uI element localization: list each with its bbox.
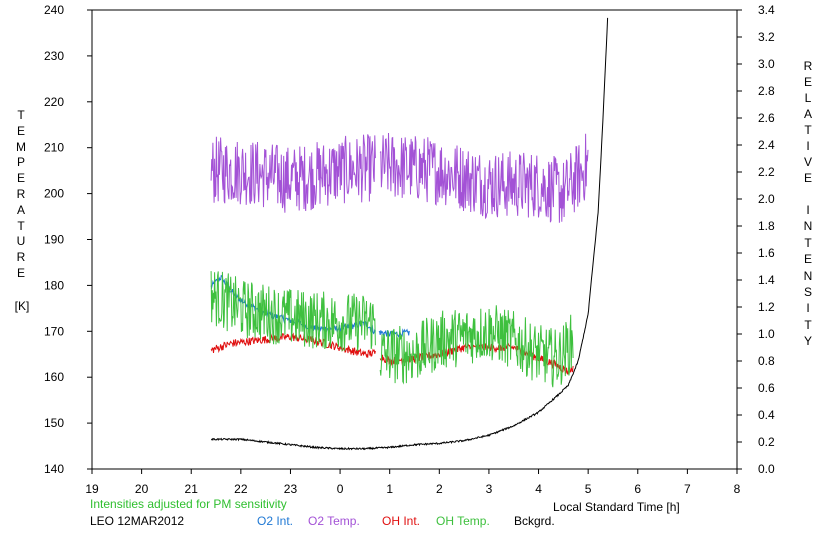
y-left-unit: [K] (14, 299, 30, 313)
y-right-tick-label: 1.8 (758, 219, 775, 233)
y-right-label-letter: E (803, 75, 812, 89)
y-right-label-letter: T (804, 317, 812, 332)
y-right-tick-label: 0.4 (758, 408, 775, 422)
y-left-label-letter: A (16, 202, 25, 217)
y-right-tick-label: 1.2 (758, 300, 775, 314)
y-left-tick-label: 200 (44, 187, 64, 201)
y-right-tick-label: 3.4 (758, 3, 775, 17)
x-tick-label: 8 (734, 482, 741, 496)
y-left-tick-label: 180 (44, 278, 64, 292)
y-right-label-letter: T (804, 123, 812, 137)
y-right-tick-label: 1.4 (758, 273, 775, 287)
x-tick-label: 20 (135, 482, 149, 496)
y-right-tick-label: 2.4 (758, 138, 775, 152)
legend-oh-temp: OH Temp. (436, 514, 490, 528)
x-tick-label: 19 (85, 482, 99, 496)
y-right-tick-label: 0.6 (758, 381, 775, 395)
y-left-label-letter: M (16, 139, 26, 154)
y-left-tick-label: 160 (44, 370, 64, 384)
legend-oh-int: OH Int. (382, 514, 421, 528)
y-left-label-letter: T (17, 108, 25, 122)
y-left-tick-label: 170 (44, 324, 64, 338)
y-right-label-letter: N (803, 219, 813, 234)
y-left-label-letter: T (17, 218, 25, 233)
y-right-tick-label: 0.2 (758, 435, 775, 449)
y-right-label-letter: T (804, 235, 812, 250)
y-left-label-letter: R (16, 250, 26, 265)
y-right-label-letter: I (806, 203, 810, 217)
legend-o2-int: O2 Int. (257, 514, 294, 528)
x-tick-label: 5 (585, 482, 592, 496)
y-left-label-letter: E (16, 266, 25, 280)
y-right-tick-label: 1.0 (758, 327, 775, 341)
y-right-tick-label: 2.0 (758, 192, 775, 206)
y-left-tick-label: 210 (44, 141, 64, 155)
y-right-tick-label: 1.6 (758, 246, 775, 260)
y-left-label-letter: E (16, 171, 25, 186)
y-left-tick-label: 240 (44, 3, 64, 17)
y-left-tick-label: 230 (44, 49, 64, 63)
y-left-tick-label: 220 (44, 95, 64, 109)
x-axis-label: Local Standard Time [h] (553, 500, 680, 514)
x-tick-label: 4 (535, 482, 542, 496)
series-line-o2-temp (210, 132, 589, 223)
series-line-oh-temp (210, 271, 574, 388)
y-right-label-letter: I (806, 139, 810, 153)
x-tick-label: 0 (337, 482, 344, 496)
x-tick-label: 2 (436, 482, 443, 496)
y-right-label-letter: R (803, 59, 813, 73)
y-left-label-letter: U (16, 234, 26, 249)
x-tick-label: 1 (386, 482, 393, 496)
site-date-label: LEO 12MAR2012 (90, 514, 185, 528)
x-tick-label: 3 (486, 482, 493, 496)
series-line-bckgrd (211, 17, 609, 451)
y-left-label-letter: E (16, 123, 25, 138)
y-right-tick-label: 2.2 (758, 165, 775, 179)
x-tick-label: 7 (684, 482, 691, 496)
y-right-tick-label: 0.8 (758, 354, 775, 368)
legend-o2-temp: O2 Temp. (308, 514, 360, 528)
y-left-tick-label: 190 (44, 233, 64, 247)
y-right-label-letter: V (803, 155, 812, 169)
y-right-label-letter: E (803, 252, 812, 267)
legend-bckgrd: Bckgrd. (514, 514, 555, 528)
y-right-tick-label: 3.0 (758, 57, 775, 71)
annotation-text: Intensities adjusted for PM sensitivity (90, 497, 287, 511)
x-tick-label: 23 (284, 482, 298, 496)
x-tick-label: 22 (234, 482, 248, 496)
y-left-label-letter: R (16, 187, 26, 201)
y-right-tick-label: 2.8 (758, 84, 775, 98)
y-left-tick-label: 150 (44, 416, 64, 430)
y-right-label-letter: Y (803, 334, 812, 349)
y-right-label-letter: E (803, 171, 812, 185)
y-right-label-letter: I (806, 301, 810, 316)
y-left-label-letter: P (16, 155, 25, 170)
y-right-label-letter: L (804, 91, 812, 105)
y-right-label-letter: N (803, 268, 813, 283)
y-right-tick-label: 0.0 (758, 462, 775, 476)
x-tick-label: 6 (634, 482, 641, 496)
y-right-tick-label: 3.2 (758, 30, 775, 44)
y-right-tick-label: 2.6 (758, 111, 775, 125)
y-right-label-letter: S (803, 285, 812, 299)
y-left-tick-label: 140 (44, 462, 64, 476)
y-right-label-letter: A (803, 107, 812, 121)
plot-frame (91, 9, 738, 470)
x-tick-label: 21 (185, 482, 199, 496)
